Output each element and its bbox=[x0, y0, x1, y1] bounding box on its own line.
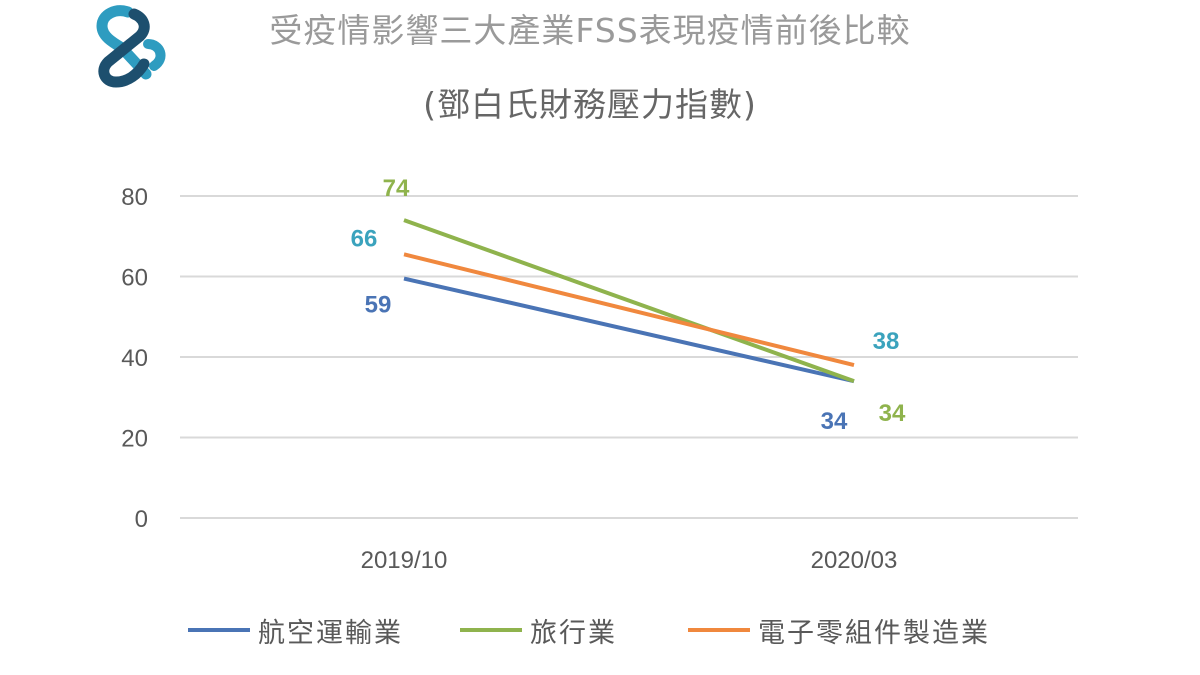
series-line bbox=[403, 218, 855, 384]
y-tick-label: 80 bbox=[121, 184, 148, 211]
y-tick-label: 0 bbox=[135, 506, 148, 533]
y-tick-label: 40 bbox=[121, 345, 148, 372]
legend-item-airline: 航空運輸業 bbox=[188, 610, 403, 650]
legend-item-travel: 旅行業 bbox=[460, 610, 617, 650]
legend-label: 旅行業 bbox=[530, 617, 617, 649]
legend-swatch bbox=[460, 628, 522, 632]
data-label: 34 bbox=[821, 408, 848, 435]
series-line bbox=[403, 276, 855, 384]
chart-legend: 航空運輸業 旅行業 電子零組件製造業 bbox=[0, 610, 1200, 650]
ampersand-logo-icon bbox=[96, 5, 166, 88]
data-label: 38 bbox=[873, 328, 900, 355]
chart-subtitle: (鄧白氏財務壓力指數) bbox=[423, 85, 757, 124]
legend-swatch bbox=[688, 628, 750, 632]
y-tick-label: 20 bbox=[121, 426, 148, 453]
line-chart: 0 20 40 60 80 2019/10 2020/03 59 34 74 34 66 38 bbox=[121, 175, 1078, 574]
legend-item-electronics: 電子零組件製造業 bbox=[688, 610, 990, 650]
x-tick-label: 2020/03 bbox=[811, 547, 898, 574]
data-label: 74 bbox=[383, 175, 410, 202]
x-tick-label: 2019/10 bbox=[361, 547, 448, 574]
series-line bbox=[403, 252, 855, 367]
legend-label: 電子零組件製造業 bbox=[758, 617, 990, 649]
y-tick-label: 60 bbox=[121, 265, 148, 292]
legend-swatch bbox=[188, 628, 250, 632]
data-label: 66 bbox=[351, 225, 378, 252]
chart-title: 受疫情影響三大產業FSS表現疫情前後比較 bbox=[269, 11, 911, 50]
legend-label: 航空運輸業 bbox=[258, 617, 403, 649]
data-label: 34 bbox=[879, 400, 906, 427]
data-label: 59 bbox=[365, 292, 392, 319]
